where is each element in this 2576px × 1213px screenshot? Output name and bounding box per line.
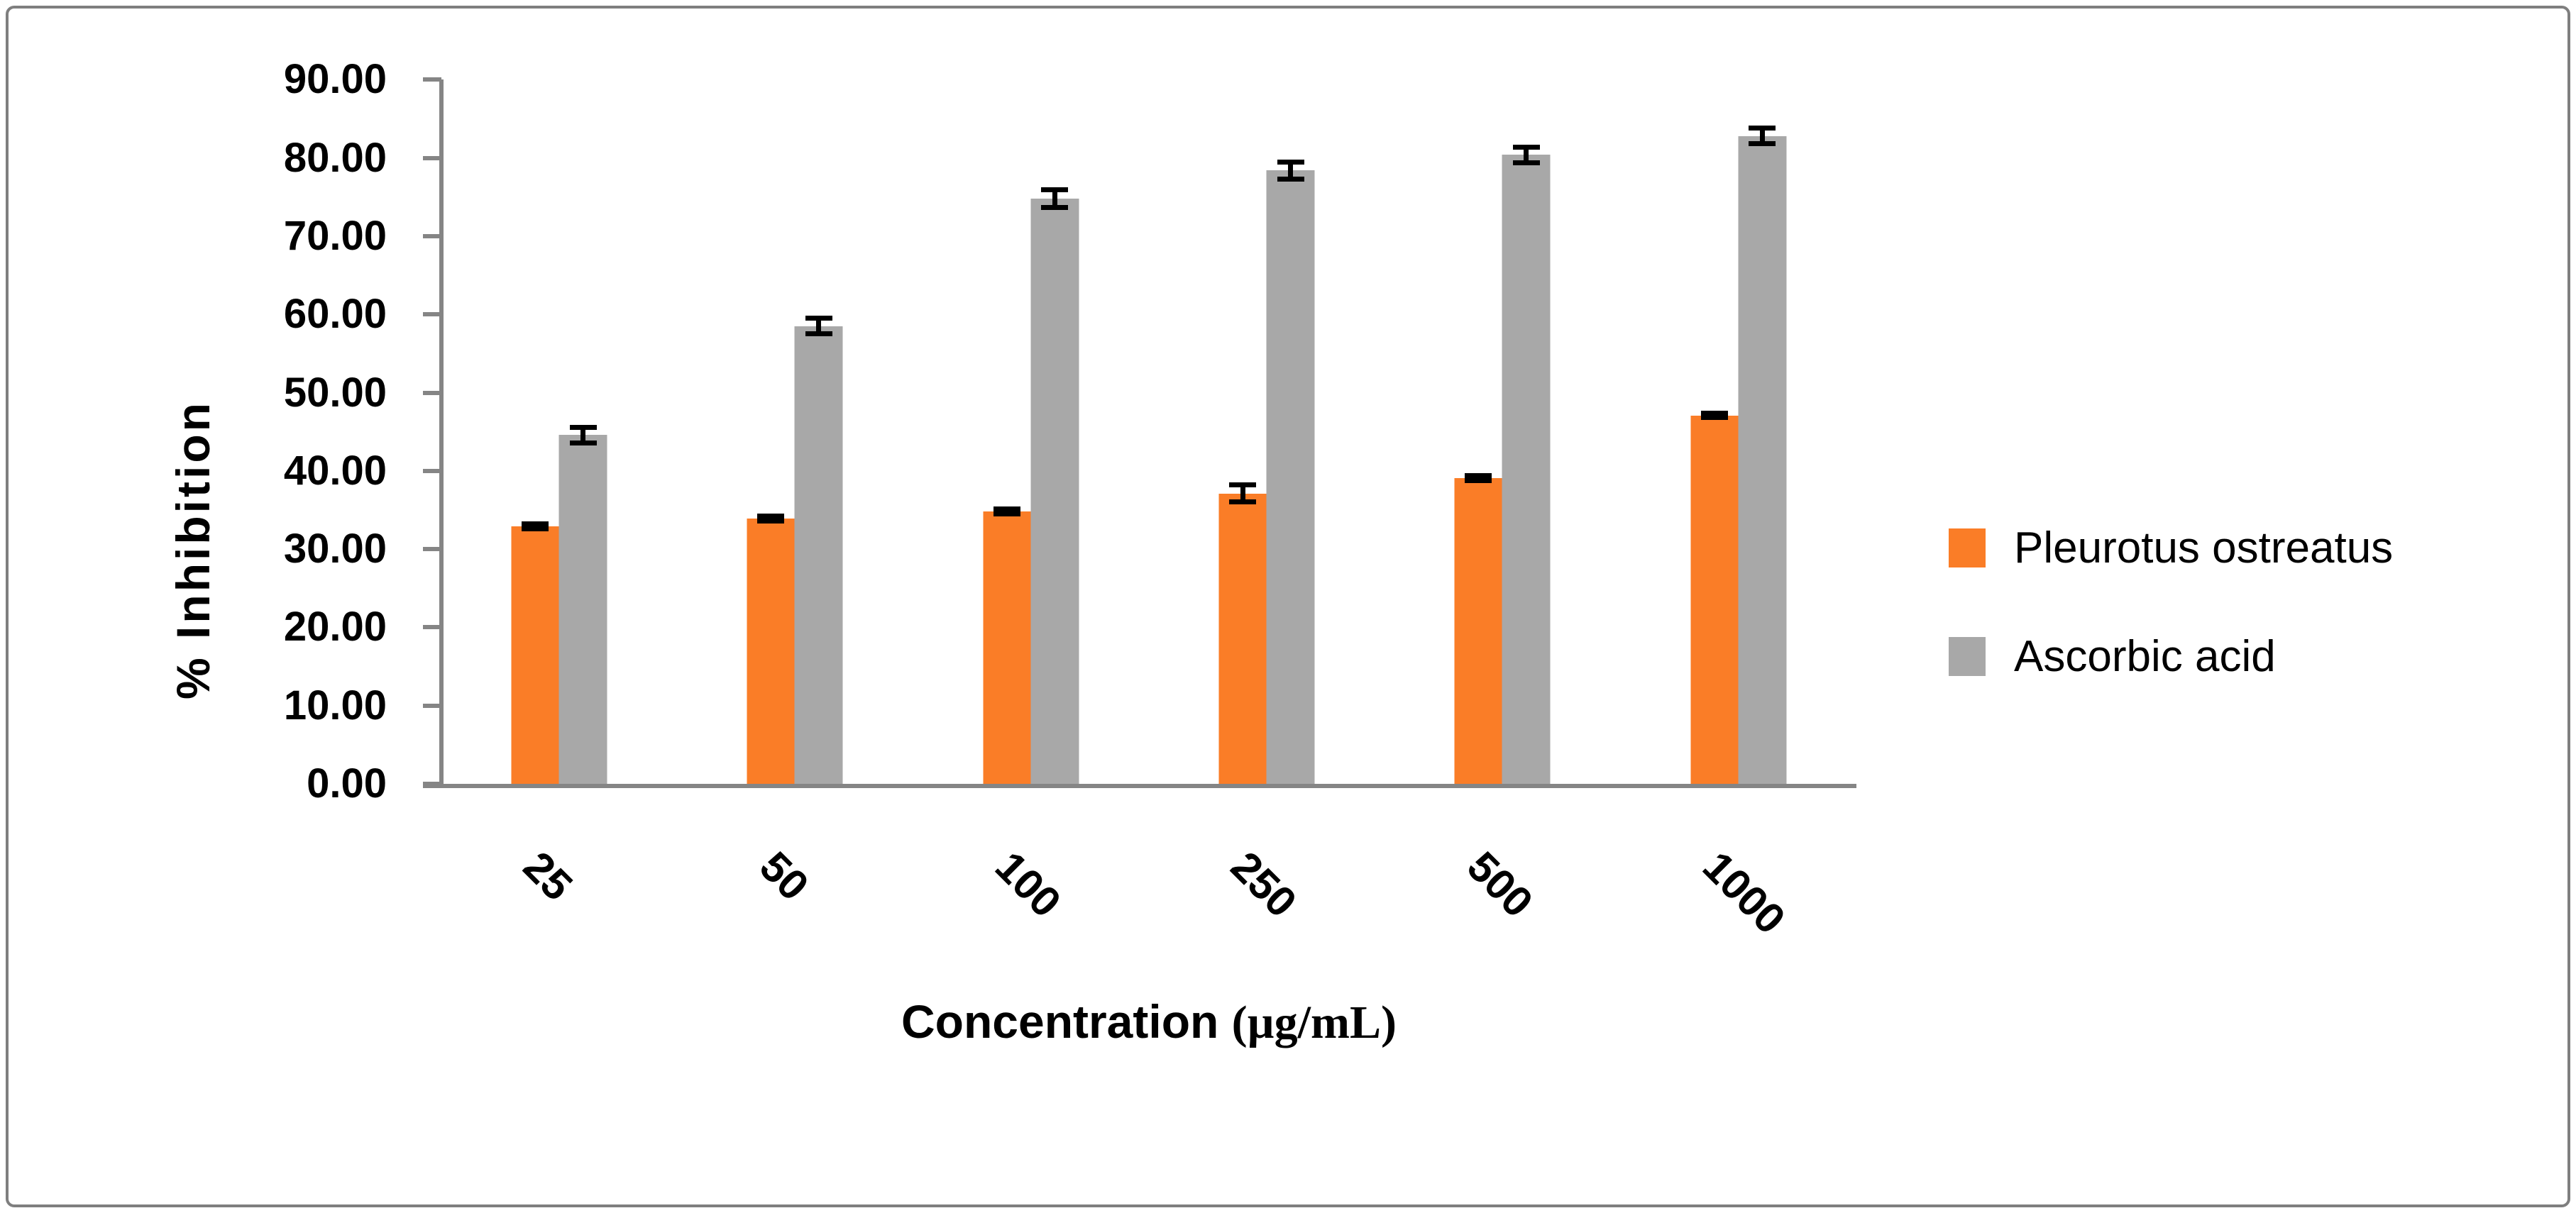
y-tick-label-50.00: 50.00 [283,369,387,416]
error-bar-pleurotus-ostreatus-500 [1465,477,1492,483]
plot-area [441,79,1856,784]
x-axis-title: Concentration (µg/mL) [901,995,1397,1050]
error-bar-ascorbic-acid-100 [1052,189,1057,208]
bar-pleurotus-ostreatus-25 [511,526,559,784]
error-bar-ascorbic-acid-25 [569,440,597,445]
error-bar-pleurotus-ostreatus-25 [522,521,549,527]
error-bar-ascorbic-acid-50 [805,316,832,321]
error-bar-ascorbic-acid-25 [569,424,597,430]
error-bar-ascorbic-acid-500 [1512,144,1540,150]
error-bar-pleurotus-ostreatus-100 [993,506,1020,512]
error-bar-pleurotus-ostreatus-250 [1240,484,1245,502]
y-tick-90.00 [423,77,441,82]
y-tick-70.00 [423,233,441,238]
error-bar-ascorbic-acid-50 [805,331,832,337]
error-bar-ascorbic-acid-1000 [1749,141,1776,147]
x-axis-title-unit: (µg/mL) [1231,997,1397,1048]
bar-ascorbic-acid-1000 [1738,135,1787,784]
y-tick-label-60.00: 60.00 [283,291,387,338]
error-bar-ascorbic-acid-100 [1041,187,1069,193]
legend-label-ascorbic-acid: Ascorbic acid [2014,632,2276,681]
x-axis-title-main: Concentration [901,995,1232,1048]
y-tick-80.00 [423,155,441,160]
error-bar-pleurotus-ostreatus-1000 [1700,415,1728,421]
error-bar-ascorbic-acid-250 [1277,176,1304,182]
error-bar-ascorbic-acid-500 [1524,147,1529,163]
legend: Pleurotus ostreatus Ascorbic acid [1949,524,2393,681]
error-bar-pleurotus-ostreatus-250 [1229,499,1257,505]
y-tick-label-90.00: 90.00 [283,56,387,103]
y-tick-60.00 [423,312,441,317]
error-bar-ascorbic-acid-100 [1041,204,1069,210]
error-bar-ascorbic-acid-1000 [1749,126,1776,131]
error-bar-ascorbic-acid-250 [1277,159,1304,165]
bar-pair-500 [1454,155,1551,784]
bar-ascorbic-acid-250 [1266,170,1315,784]
error-bar-ascorbic-acid-1000 [1759,128,1765,144]
y-tick-50.00 [423,390,441,395]
bar-pleurotus-ostreatus-100 [983,511,1031,784]
bar-group-500 [1385,79,1620,784]
error-bar-pleurotus-ostreatus-250 [1229,482,1257,488]
error-bar-pleurotus-ostreatus-50 [757,518,785,524]
error-bar-pleurotus-ostreatus-25 [522,526,549,531]
bar-ascorbic-acid-500 [1502,155,1551,784]
bar-ascorbic-acid-100 [1030,198,1079,784]
bar-pleurotus-ostreatus-1000 [1690,415,1739,784]
legend-label-pleurotus-ostreatus: Pleurotus ostreatus [2014,524,2394,572]
bar-pleurotus-ostreatus-50 [747,519,795,784]
bar-ascorbic-acid-50 [794,326,843,784]
y-tick-20.00 [423,625,441,630]
error-bar-ascorbic-acid-250 [1288,162,1294,179]
y-tick-label-10.00: 10.00 [283,682,387,729]
error-bar-pleurotus-ostreatus-500 [1465,472,1492,478]
y-tick-label-20.00: 20.00 [283,604,387,650]
y-tick-label-40.00: 40.00 [283,447,387,494]
bar-pleurotus-ostreatus-500 [1454,477,1502,784]
y-tick-40.00 [423,468,441,473]
legend-item-ascorbic-acid: Ascorbic acid [1949,632,2393,681]
legend-swatch-ascorbic-acid [1949,637,1986,676]
x-axis-line [423,784,1856,788]
error-bar-ascorbic-acid-25 [580,427,586,443]
error-bar-pleurotus-ostreatus-1000 [1700,410,1728,416]
y-axis-title: % Inhibition [167,400,219,699]
bar-group-50 [677,79,913,784]
bar-pair-25 [511,435,607,784]
y-tick-10.00 [423,703,441,708]
bar-group-25 [441,79,677,784]
error-bar-ascorbic-acid-500 [1512,160,1540,165]
bar-group-1000 [1621,79,1856,784]
error-bar-pleurotus-ostreatus-100 [993,511,1020,516]
y-tick-label-30.00: 30.00 [283,526,387,572]
legend-item-pleurotus-ostreatus: Pleurotus ostreatus [1949,524,2393,572]
y-tick-label-80.00: 80.00 [283,134,387,181]
bar-pair-250 [1218,170,1315,784]
y-tick-30.00 [423,547,441,552]
bar-pair-100 [983,198,1079,784]
error-bar-ascorbic-acid-50 [816,318,822,334]
bar-group-250 [1149,79,1385,784]
y-tick-label-0.00: 0.00 [307,760,387,807]
y-axis-line [439,79,444,788]
legend-swatch-pleurotus-ostreatus [1949,528,1986,567]
y-tick-0.00 [423,782,441,786]
error-bar-pleurotus-ostreatus-50 [757,514,785,519]
bar-ascorbic-acid-25 [558,435,607,784]
y-tick-label-70.00: 70.00 [283,212,387,259]
bar-pleurotus-ostreatus-250 [1218,493,1267,784]
bar-pair-1000 [1690,135,1787,784]
bar-pair-50 [747,326,843,784]
bar-group-100 [913,79,1149,784]
